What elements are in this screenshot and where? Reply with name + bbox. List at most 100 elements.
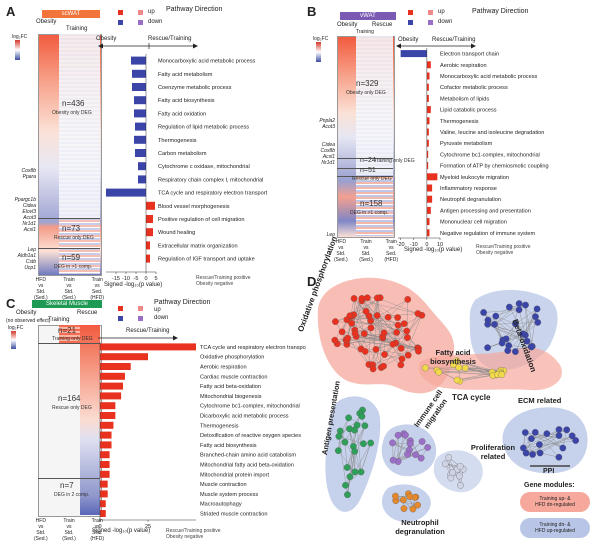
network-node	[568, 432, 576, 440]
network-node	[453, 357, 461, 365]
legend-module-1: Training up- & HFD dn-regulated	[520, 492, 590, 512]
network-node	[350, 295, 358, 302]
bar-c-7	[100, 412, 116, 419]
network-nodes	[331, 294, 580, 513]
network-edge	[532, 435, 560, 455]
network-node	[384, 313, 392, 321]
category-label: Cytochrome c oxidase, mitochondrial	[158, 164, 250, 170]
network-node	[515, 306, 523, 314]
category-label: Coenzyme metabolic process	[158, 85, 232, 91]
bar-b-2	[426, 72, 430, 80]
network-node	[360, 330, 368, 338]
x-tick-label: 5	[154, 276, 157, 282]
network-node	[532, 313, 539, 321]
panel-b-header-training: Training	[356, 29, 374, 35]
network-node	[348, 319, 355, 327]
panel-c-direction-arrow	[98, 335, 178, 341]
network-edge	[532, 429, 560, 455]
bar-c-3	[100, 372, 125, 380]
bar-b-4	[426, 94, 429, 102]
bar-b-7	[426, 128, 429, 136]
network-edge	[525, 316, 536, 336]
category-label: Striated muscle contraction	[200, 512, 267, 518]
category-label: Cytochrome bc1-complex, mitochondrial	[440, 152, 540, 158]
network-edge	[344, 442, 348, 468]
network-edge	[338, 417, 349, 451]
network-edge	[360, 315, 422, 350]
legend-title: Pathway Direction	[154, 299, 211, 306]
network-node	[394, 314, 401, 321]
network-edge	[397, 443, 411, 462]
legend-swatch-pink	[138, 306, 143, 311]
panel-b-group-4-desc: DEG in >1 comp.	[350, 210, 389, 216]
network-node	[531, 429, 539, 436]
network-node	[331, 336, 339, 344]
network-node	[536, 441, 543, 448]
legend-up: up	[154, 307, 161, 313]
bar-a-8	[138, 162, 146, 171]
gene-label: Acsl1	[322, 154, 335, 160]
bar-b-16	[426, 229, 430, 237]
bar-c-16	[100, 500, 106, 508]
bar-c-2	[100, 363, 131, 370]
category-label: Fatty acid biosynthesis	[200, 443, 257, 449]
network-edge	[345, 339, 419, 349]
bar-a-5	[135, 122, 146, 131]
bar-c-6	[100, 402, 116, 410]
category-label: Monocarboxylic acid metabolic process	[158, 59, 256, 65]
network-node	[367, 324, 375, 332]
bar-b-5	[426, 106, 431, 114]
network-edge	[372, 297, 378, 369]
network-node	[417, 454, 425, 462]
network-node	[351, 448, 359, 455]
panel-a-colorbar	[15, 40, 20, 60]
network-node	[563, 426, 571, 434]
network-edge	[351, 316, 405, 324]
category-label: Regulation of IGF transport and uptake	[158, 257, 255, 263]
gene-label: Cidea	[22, 203, 36, 209]
network-edge	[377, 297, 382, 368]
legend-swatch-blue	[118, 316, 123, 321]
network-edge	[372, 330, 407, 370]
category-label: Mononuclear cell migration	[440, 220, 507, 226]
gene-label: Nr1d1	[22, 221, 36, 227]
network-node	[372, 346, 380, 353]
panel-b-legend: Pathway Direction up down	[408, 6, 588, 36]
panel-a-direction-arrow	[98, 43, 198, 49]
network-node	[406, 440, 414, 448]
panel-c-tissue-badge: Skeletal Muscle	[32, 300, 102, 308]
network-edge	[351, 323, 401, 365]
network-node	[445, 454, 453, 461]
legend-swatch-purple	[138, 316, 143, 321]
panel-a-direction-rescue: Rescue/Training	[148, 36, 192, 42]
category-label: Thermogenesis	[158, 138, 197, 144]
network-node	[555, 432, 563, 439]
network-node	[453, 376, 461, 384]
bar-a-1	[132, 69, 146, 78]
panel-b-colorbar	[316, 42, 321, 62]
bar-b-3	[426, 83, 429, 91]
network-node	[529, 451, 536, 458]
category-label: Detoxification of reactive oxygen specie…	[200, 433, 301, 439]
network-edge	[531, 435, 560, 439]
category-label: Branched-chain amino acid catabolism	[200, 453, 296, 459]
bar-c-14	[100, 480, 108, 488]
gene-label: Ppara	[22, 174, 36, 180]
network-node	[344, 334, 352, 342]
network-node	[520, 444, 527, 452]
network-edge	[483, 309, 520, 313]
category-label: Aerobic respiration	[440, 63, 487, 69]
category-label: Respiratory chain complex I, mitochondri…	[158, 177, 263, 183]
network-node	[534, 319, 542, 326]
panel-c-group-2-desc: Rescue only DEG	[52, 405, 92, 411]
bar-b-15	[426, 218, 430, 226]
bar-b-12	[426, 184, 433, 192]
network-node	[528, 343, 535, 350]
gene-label: Aldh1a1	[17, 253, 36, 259]
cluster-label-ecm: ECM related	[518, 396, 562, 405]
network-edge	[354, 442, 371, 473]
panel-c-column-labels: HFD vs Std. (Sed.) Train vs Std. (Sed.) Train v…	[34, 518, 104, 542]
bar-c-5	[100, 392, 122, 400]
panel-c-colorbar	[11, 331, 16, 349]
category-label: Muscle system process	[200, 492, 258, 498]
